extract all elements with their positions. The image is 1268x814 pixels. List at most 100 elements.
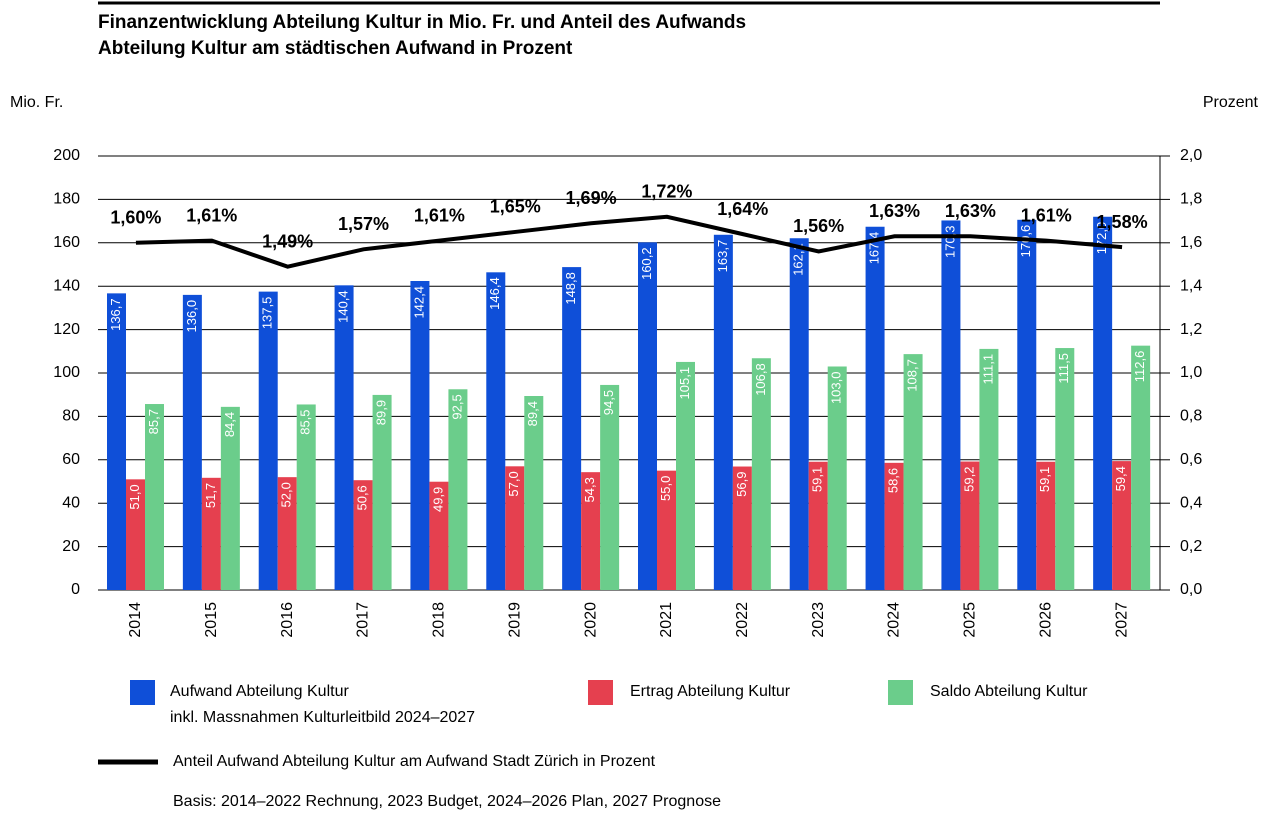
x-tick-label: 2021 bbox=[658, 602, 675, 638]
value-label: 167,4 bbox=[867, 232, 882, 265]
value-label: 108,7 bbox=[905, 359, 920, 392]
y-tick-label: 0 bbox=[71, 581, 80, 598]
value-label: 136,0 bbox=[184, 300, 199, 333]
x-tick-label: 2025 bbox=[962, 602, 979, 638]
x-tick-label: 2018 bbox=[431, 602, 448, 638]
bar bbox=[220, 406, 240, 590]
bar bbox=[732, 466, 752, 590]
value-label: 1,61% bbox=[1021, 205, 1072, 225]
bar bbox=[1093, 216, 1113, 590]
bar bbox=[1131, 345, 1151, 590]
y2-tick-label: 2,0 bbox=[1180, 147, 1202, 164]
value-label: 1,63% bbox=[869, 201, 920, 221]
value-label: 142,4 bbox=[411, 286, 426, 319]
value-label: 106,8 bbox=[753, 363, 768, 396]
y2-tick-label: 1,8 bbox=[1180, 191, 1202, 208]
value-label: 1,64% bbox=[717, 199, 768, 219]
bar bbox=[1017, 219, 1037, 590]
y2-tick-label: 0,2 bbox=[1180, 538, 1202, 555]
value-label: 52,0 bbox=[279, 482, 294, 507]
bar bbox=[182, 294, 202, 590]
y2-tick-label: 0,4 bbox=[1180, 494, 1202, 511]
x-tick-label: 2020 bbox=[582, 602, 599, 638]
bar bbox=[410, 280, 430, 590]
value-label: 140,4 bbox=[336, 290, 351, 323]
value-label: 137,5 bbox=[260, 297, 275, 330]
value-label: 51,0 bbox=[127, 484, 142, 509]
legend-label: Ertrag Abteilung Kultur bbox=[630, 683, 791, 700]
y2-tick-label: 1,2 bbox=[1180, 321, 1202, 338]
bar bbox=[429, 481, 449, 590]
value-label: 103,0 bbox=[829, 371, 844, 404]
legend-label: Aufwand Abteilung Kultur bbox=[170, 683, 349, 700]
bar bbox=[751, 358, 771, 590]
y-tick-label: 100 bbox=[53, 364, 80, 381]
bar bbox=[808, 461, 828, 590]
bar bbox=[296, 404, 316, 590]
value-label: 49,9 bbox=[430, 487, 445, 512]
x-tick-label: 2027 bbox=[1113, 602, 1130, 638]
legend-swatch bbox=[130, 680, 155, 705]
bar bbox=[562, 267, 582, 590]
value-label: 1,61% bbox=[186, 205, 237, 225]
legend-swatch bbox=[888, 680, 913, 705]
value-label: 89,4 bbox=[525, 401, 540, 426]
value-label: 92,5 bbox=[449, 394, 464, 419]
y-tick-label: 180 bbox=[53, 191, 80, 208]
x-tick-label: 2015 bbox=[203, 602, 220, 638]
bar bbox=[884, 462, 904, 590]
bar bbox=[941, 220, 961, 590]
value-label: 111,5 bbox=[1056, 353, 1071, 384]
value-label: 1,49% bbox=[262, 231, 313, 251]
value-label: 1,72% bbox=[641, 182, 692, 202]
x-tick-label: 2016 bbox=[279, 602, 296, 638]
y2-tick-label: 0,6 bbox=[1180, 451, 1202, 468]
y-tick-label: 40 bbox=[62, 494, 80, 511]
y-tick-label: 120 bbox=[53, 321, 80, 338]
value-label: 85,7 bbox=[146, 409, 161, 434]
x-tick-label: 2014 bbox=[127, 602, 144, 638]
legend-label: Saldo Abteilung Kultur bbox=[930, 683, 1088, 700]
legend-swatch bbox=[588, 680, 613, 705]
value-label: 170,3 bbox=[942, 225, 957, 258]
value-label: 136,7 bbox=[108, 298, 123, 331]
bar bbox=[201, 477, 221, 590]
value-label: 56,9 bbox=[734, 472, 749, 497]
value-label: 1,57% bbox=[338, 214, 389, 234]
y2-tick-label: 1,0 bbox=[1180, 364, 1202, 381]
value-label: 146,4 bbox=[487, 277, 502, 310]
y2-tick-label: 0,0 bbox=[1180, 581, 1202, 598]
bar bbox=[353, 480, 373, 590]
value-label: 84,4 bbox=[222, 412, 237, 437]
x-tick-label: 2026 bbox=[1037, 602, 1054, 638]
source-note: Basis: 2014–2022 Rechnung, 2023 Budget, … bbox=[173, 793, 721, 810]
value-label: 85,5 bbox=[298, 409, 313, 434]
chart-title: Finanzentwicklung Abteilung Kultur in Mi… bbox=[98, 12, 746, 33]
line bbox=[135, 214, 1123, 269]
bar bbox=[600, 384, 620, 590]
value-label: 160,2 bbox=[639, 247, 654, 280]
bar bbox=[979, 348, 999, 590]
value-label: 148,8 bbox=[563, 272, 578, 305]
bar bbox=[505, 466, 525, 590]
bar bbox=[334, 285, 354, 590]
bar bbox=[789, 238, 809, 591]
value-label: 112,6 bbox=[1132, 351, 1147, 383]
value-label: 163,7 bbox=[715, 240, 730, 273]
bar bbox=[107, 293, 126, 590]
bar bbox=[960, 461, 980, 590]
bar bbox=[486, 272, 506, 590]
value-label: 105,1 bbox=[677, 367, 692, 400]
bar bbox=[865, 226, 885, 590]
y-tick-label: 80 bbox=[62, 408, 80, 425]
bar bbox=[903, 354, 923, 590]
bar bbox=[676, 361, 695, 590]
value-label: 94,5 bbox=[601, 390, 616, 415]
value-label: 59,2 bbox=[961, 467, 976, 492]
value-label: 55,0 bbox=[658, 476, 673, 501]
x-tick-label: 2022 bbox=[734, 602, 751, 638]
bar bbox=[126, 479, 145, 590]
chart-title: Abteilung Kultur am städtischen Aufwand … bbox=[98, 38, 573, 59]
y-tick-label: 140 bbox=[53, 277, 80, 294]
